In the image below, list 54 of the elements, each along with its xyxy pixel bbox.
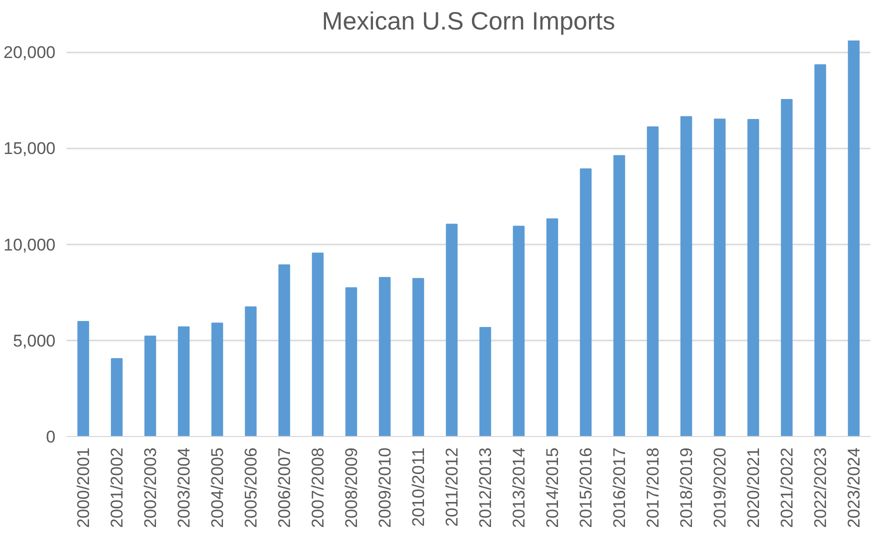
x-tick-label: 2000/2001 (74, 447, 93, 528)
bar (613, 155, 626, 436)
y-tick-label: 15,000 (4, 139, 56, 158)
bar (546, 218, 558, 436)
x-tick-label: 2007/2008 (308, 447, 328, 528)
x-tick-label: 2015/2016 (576, 447, 596, 528)
bar (244, 306, 257, 436)
x-tick-label: 2020/2021 (744, 447, 763, 528)
x-tick-label: 2017/2018 (643, 447, 662, 528)
bar (345, 287, 358, 436)
bar (178, 326, 190, 436)
y-tick-label: 10,000 (4, 235, 56, 254)
x-tick-label: 2021/2022 (777, 447, 796, 528)
x-tick-label: 2023/2024 (844, 447, 864, 528)
bar (110, 358, 123, 436)
bar (278, 264, 290, 436)
x-tick-label: 2022/2023 (810, 447, 830, 528)
x-tick-label: 2014/2015 (542, 447, 562, 528)
bar (814, 64, 826, 436)
x-tick-label: 2006/2007 (274, 447, 294, 528)
bar (646, 126, 659, 436)
x-tick-label: 2011/2012 (442, 447, 462, 527)
y-tick-label: 0 (46, 428, 56, 446)
x-tick-label: 2010/2011 (408, 447, 428, 527)
bar (312, 252, 324, 436)
bar (378, 277, 391, 436)
bar (479, 327, 492, 436)
bar (580, 168, 592, 436)
x-tick-label: 2012/2013 (476, 447, 495, 528)
x-tick-label: 2018/2019 (676, 447, 696, 528)
bar (680, 116, 692, 436)
x-tick-label: 2019/2020 (710, 447, 730, 528)
bar (412, 278, 424, 436)
x-tick-label: 2008/2009 (342, 447, 361, 528)
y-tick-label: 5,000 (12, 331, 56, 350)
bar (512, 226, 525, 436)
chart-title: Mexican U.S Corn Imports (322, 8, 616, 36)
x-tick-label: 2003/2004 (174, 447, 194, 528)
bar (780, 99, 793, 436)
x-tick-label: 2005/2006 (241, 447, 260, 528)
bar (714, 118, 726, 436)
bar (144, 336, 156, 436)
x-tick-label: 2013/2014 (509, 447, 528, 528)
x-tick-label: 2002/2003 (140, 447, 160, 528)
x-tick-label: 2001/2002 (107, 447, 126, 528)
x-tick-label: 2016/2017 (610, 447, 629, 528)
x-tick-label: 2009/2010 (375, 447, 394, 528)
bar (446, 224, 458, 436)
bar (848, 40, 860, 436)
x-tick-label: 2004/2005 (208, 447, 227, 528)
y-tick-label: 20,000 (4, 43, 56, 62)
bar (747, 119, 760, 436)
bar (77, 321, 90, 436)
bar (211, 322, 224, 436)
